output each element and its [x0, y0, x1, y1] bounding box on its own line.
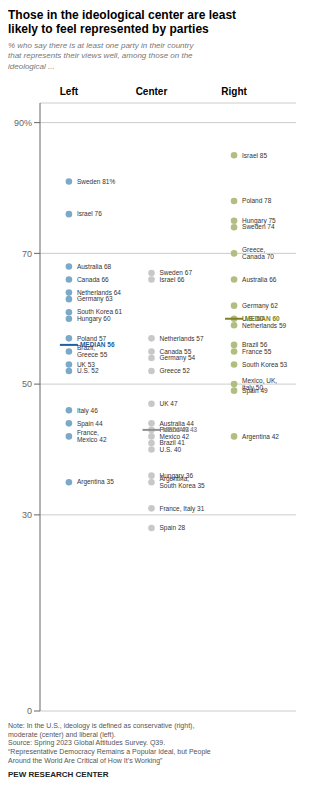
- svg-text:Poland 78: Poland 78: [242, 197, 272, 204]
- svg-text:MEDIAN 43: MEDIAN 43: [162, 426, 198, 434]
- svg-text:Australia 44: Australia 44: [159, 419, 194, 427]
- svg-text:Brazil,: Brazil,: [77, 344, 95, 351]
- svg-text:Germany 62: Germany 62: [242, 302, 278, 310]
- svg-text:Israel 85: Israel 85: [242, 152, 267, 159]
- svg-text:Germany 63: Germany 63: [77, 295, 113, 303]
- svg-text:Netherlands 57: Netherlands 57: [159, 335, 203, 342]
- svg-text:Australia 68: Australia 68: [77, 263, 112, 270]
- svg-text:Sweden 67: Sweden 67: [159, 269, 192, 277]
- svg-text:MEDIAN 56: MEDIAN 56: [79, 341, 115, 349]
- svg-text:Spain 49: Spain 49: [242, 387, 268, 395]
- svg-text:30: 30: [22, 510, 32, 520]
- svg-text:Sweden 74: Sweden 74: [242, 223, 275, 230]
- svg-text:Mexico 42: Mexico 42: [77, 436, 107, 443]
- svg-text:Mexico, UK,: Mexico, UK,: [242, 377, 277, 384]
- svg-text:Greece,: Greece,: [242, 246, 265, 253]
- svg-text:Israel 66: Israel 66: [159, 276, 184, 283]
- svg-text:Argentina 42: Argentina 42: [242, 433, 279, 441]
- svg-text:0: 0: [27, 706, 32, 716]
- svg-text:U.S. 52: U.S. 52: [77, 367, 99, 374]
- svg-text:France, Italy 31: France, Italy 31: [159, 505, 204, 513]
- svg-text:France,: France,: [77, 429, 99, 436]
- svg-text:South Korea 35: South Korea 35: [159, 482, 205, 489]
- svg-text:Canada 55: Canada 55: [159, 347, 192, 355]
- svg-text:Australia 66: Australia 66: [242, 276, 277, 283]
- svg-text:France 55: France 55: [242, 348, 272, 355]
- svg-text:South Korea 53: South Korea 53: [242, 361, 288, 368]
- svg-text:Canada 66: Canada 66: [77, 276, 109, 283]
- svg-text:Center: Center: [136, 86, 168, 97]
- svg-text:90%: 90%: [14, 118, 32, 128]
- svg-text:Canada 70: Canada 70: [242, 253, 274, 260]
- svg-text:Brazil 41: Brazil 41: [159, 439, 185, 447]
- svg-text:Mexico 42: Mexico 42: [159, 432, 190, 440]
- svg-text:Poland 57: Poland 57: [76, 334, 107, 342]
- svg-text:70: 70: [22, 249, 32, 259]
- svg-text:Greece 52: Greece 52: [159, 367, 190, 374]
- svg-text:UK 53: UK 53: [76, 360, 95, 368]
- svg-text:UK 47: UK 47: [159, 400, 177, 407]
- svg-text:Argentina 35: Argentina 35: [77, 478, 114, 486]
- svg-text:Spain 28: Spain 28: [159, 524, 185, 532]
- svg-text:Hungary 60: Hungary 60: [77, 315, 111, 323]
- html-text:Those in the ideological cente: Those in the ideological center are leas…: [8, 8, 237, 37]
- svg-text:Right: Right: [221, 86, 247, 97]
- svg-text:Netherlands 64: Netherlands 64: [76, 288, 121, 296]
- svg-text:Italy 46: Italy 46: [77, 406, 98, 414]
- svg-text:Greece 55: Greece 55: [77, 351, 108, 358]
- svg-text:Brazil 56: Brazil 56: [242, 341, 268, 349]
- html-text:% who say there is at least on: % who say there is at least one party in…: [8, 40, 194, 71]
- svg-text:Spain 44: Spain 44: [77, 420, 103, 428]
- svg-text:50: 50: [22, 379, 32, 389]
- svg-text:U.S. 40: U.S. 40: [159, 446, 181, 453]
- svg-text:South Korea 61: South Korea 61: [76, 308, 123, 316]
- svg-text:Argentina,: Argentina,: [159, 474, 190, 482]
- html-text:Note: In the U.S., ideology is: Note: In the U.S., ideology is defined a…: [8, 722, 211, 764]
- svg-text:Israel 76: Israel 76: [77, 210, 102, 217]
- html-text:PEW RESEARCH CENTER: PEW RESEARCH CENTER: [8, 769, 109, 779]
- svg-text:Germany 54: Germany 54: [159, 354, 195, 362]
- svg-text:MEDIAN 60: MEDIAN 60: [245, 315, 280, 322]
- svg-text:Netherlands 59: Netherlands 59: [242, 322, 286, 329]
- svg-text:Left: Left: [60, 86, 79, 97]
- svg-text:Hungary 75: Hungary 75: [242, 216, 276, 224]
- svg-text:Sweden 81%: Sweden 81%: [77, 178, 116, 185]
